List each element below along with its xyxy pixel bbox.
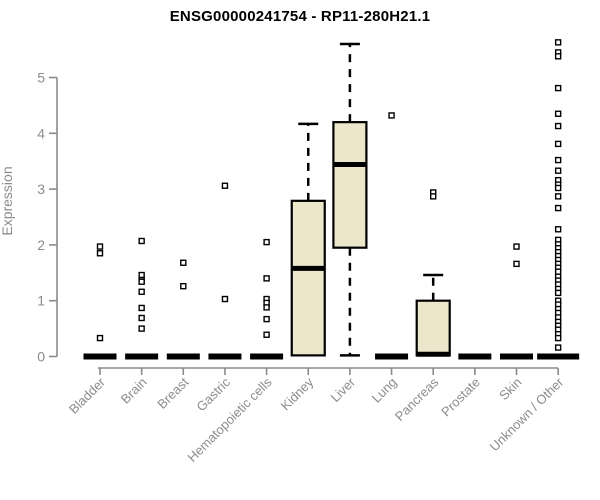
box-kidney [290,199,326,357]
x-tick-label: Pancreas [392,374,442,424]
y-tick-label: 3 [37,181,45,197]
outlier-point [138,325,145,332]
y-tick-label: 2 [37,237,45,253]
outlier-point [138,271,145,279]
outlier-point [554,53,562,60]
x-tick-label: Breast [154,374,191,411]
y-tick-label: 4 [37,125,45,141]
outlier-point [554,289,562,297]
outlier-point [263,275,270,282]
box-liver [332,121,368,249]
outlier-point [554,193,562,200]
outlier-point [554,84,562,92]
outlier-point [180,259,187,266]
outlier-point [554,344,562,351]
outlier-point [138,278,145,285]
outlier-point [430,193,437,200]
outlier-point [263,315,270,323]
zero-bar-prostate [458,353,492,360]
chart-title: ENSG00000241754 - RP11-280H21.1 [169,8,431,25]
outlier-point [554,204,562,212]
x-tick-label: Bladder [66,374,109,417]
outlier-point [180,282,187,290]
x-tick-label: Lung [369,375,400,406]
x-tick-label: Prostate [438,375,483,420]
outlier-point [554,268,562,275]
outlier-point [263,331,270,338]
outlier-point [96,243,104,250]
outlier-point [554,334,562,342]
outlier-point [388,112,395,119]
outlier-point [96,250,104,257]
outlier-point [554,167,562,174]
outlier-point [221,182,229,189]
outlier-point [263,238,270,246]
outlier-point [513,243,520,250]
zero-bar-breast [166,353,200,360]
outlier-point [138,288,145,295]
zero-bar-gastric [208,353,242,360]
x-tick-label: Brain [118,375,150,407]
outlier-point [554,39,562,46]
outlier-point [554,110,562,117]
outlier-point [96,334,104,342]
outlier-point [554,122,562,130]
outlier-point [138,304,145,312]
outlier-point [554,184,562,192]
y-tick-label: 0 [37,349,45,365]
outlier-point [554,140,562,148]
zero-bar-skin [500,353,533,360]
outlier-point [554,156,562,164]
x-tick-label: Skin [496,375,524,403]
box-pancreas [415,299,451,357]
x-tick-label: Liver [327,374,358,405]
x-tick-label: Kidney [278,374,317,413]
outlier-point [513,260,520,268]
outlier-point [138,237,145,245]
zero-bar-hematopoietic-cells [250,353,284,360]
zero-bar-unknown-other [537,353,580,360]
zero-bar-brain [125,353,159,360]
y-tick-label: 5 [37,70,45,86]
outlier-point [263,304,270,311]
outlier-point [221,295,229,303]
outlier-point [554,226,562,233]
zero-bar-bladder [83,353,117,360]
outlier-point [138,314,145,322]
x-tick-label: Gastric [193,374,233,414]
y-tick-label: 1 [37,293,45,309]
x-tick-label: Unknown / Other [487,374,567,454]
zero-bar-lung [375,353,409,360]
